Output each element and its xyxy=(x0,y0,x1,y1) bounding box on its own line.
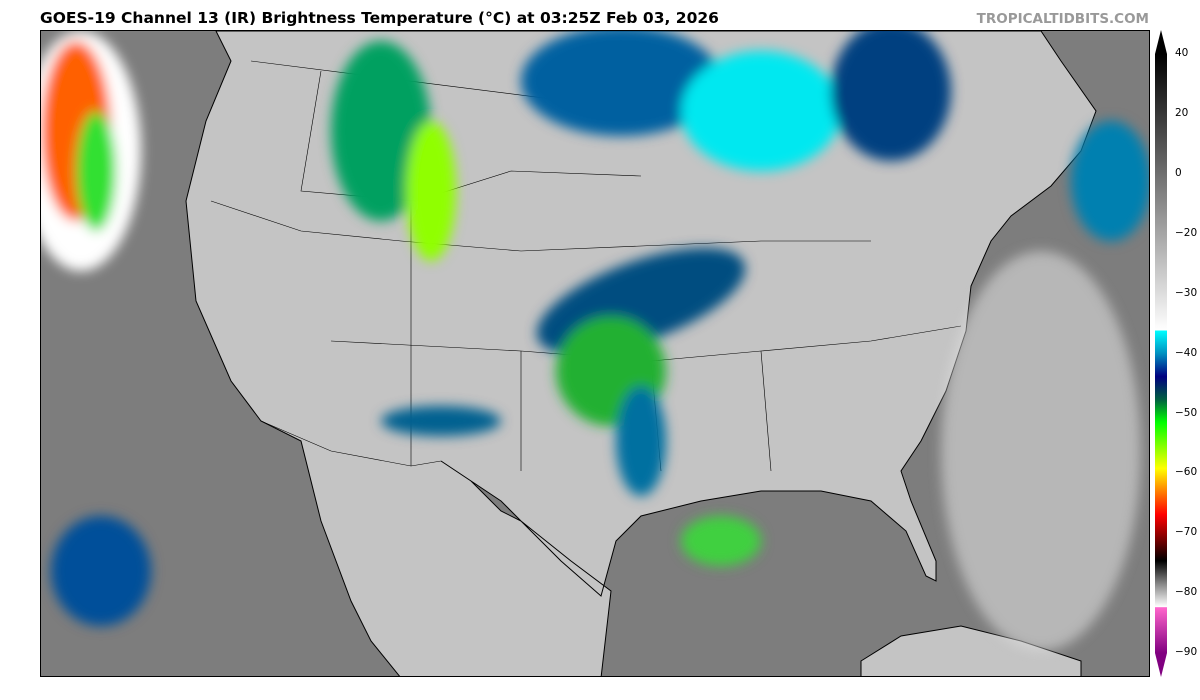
colorbar-bottom-extend xyxy=(1155,653,1167,677)
tick-label: −80 xyxy=(1175,586,1198,598)
tick-label: 0 xyxy=(1175,167,1182,179)
colorbar-gradient xyxy=(1155,54,1167,653)
colorbar-top-extend xyxy=(1155,30,1167,54)
temperature-colorbar xyxy=(1153,28,1193,680)
tick-label: −30 xyxy=(1175,287,1198,299)
tick-label: 40 xyxy=(1175,47,1189,59)
tick-label: −20 xyxy=(1175,227,1198,239)
tick-label: −50 xyxy=(1175,407,1198,419)
tick-label: −40 xyxy=(1175,347,1198,359)
tick-label: −70 xyxy=(1175,526,1198,538)
tick-label: 20 xyxy=(1175,107,1189,119)
tick-label: −60 xyxy=(1175,466,1198,478)
brand-watermark: TROPICALTIDBITS.COM xyxy=(976,11,1149,27)
map-title: GOES-19 Channel 13 (IR) Brightness Tempe… xyxy=(40,9,719,27)
tick-label: −90 xyxy=(1175,646,1198,658)
cloud-tops xyxy=(41,31,1149,651)
land-cuba xyxy=(860,625,1082,676)
satellite-map xyxy=(40,30,1150,677)
